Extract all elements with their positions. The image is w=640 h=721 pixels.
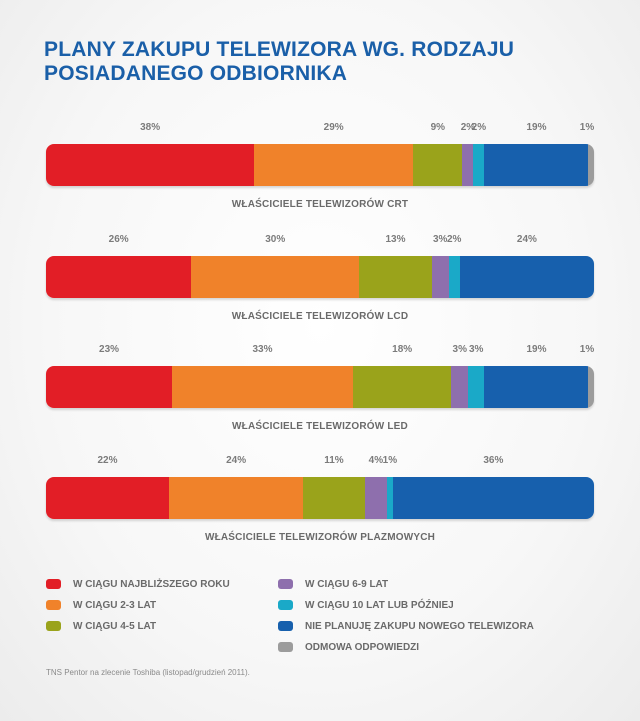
bar-segment: [588, 366, 594, 408]
bar-segment: [459, 256, 594, 298]
legend-label: ODMOWA ODPOWIEDZI: [305, 641, 420, 653]
data-labels: 23% 33% 18% 3% 3% 19% 1%: [46, 344, 594, 358]
legend-item: W CIĄGU 10 LAT LUB PÓŹNIEJ: [278, 598, 454, 612]
bar-segment: [46, 366, 173, 408]
bar-group: 22% 24% 11% 4% 1% 36% WŁAŚCICIELE TELEWIZORÓW …: [46, 455, 594, 559]
data-label: 4%: [368, 455, 384, 466]
stacked-bar: [46, 256, 594, 298]
data-label: 2%: [460, 122, 476, 133]
data-label: 19%: [526, 122, 547, 133]
data-label: 36%: [483, 455, 504, 466]
bar-category-label: WŁAŚCICIELE TELEWIZORÓW PLAZMOWYCH: [204, 532, 436, 543]
legend-item: W CIĄGU NAJBLIŻSZEGO ROKU: [46, 577, 230, 591]
data-label: 3%: [432, 234, 448, 245]
bar-segment: [588, 144, 594, 186]
bar-segment: [46, 477, 170, 519]
data-labels: 26% 30% 13% 3% 2% 24%: [46, 234, 594, 248]
bar-group: 23% 33% 18% 3% 3% 19% 1% WŁAŚCICIELE TELEWIZORÓ…: [46, 344, 594, 448]
legend-label: W CIĄGU 10 LAT LUB PÓŹNIEJ: [305, 599, 454, 611]
data-label: 26%: [108, 234, 129, 245]
bar-segment: [473, 144, 485, 186]
data-label: 23%: [99, 344, 120, 355]
legend-label: W CIĄGU NAJBLIŻSZEGO ROKU: [73, 578, 230, 590]
bar-segment: [46, 256, 192, 298]
legend-label: W CIĄGU 4-5 LAT: [73, 620, 157, 632]
data-label: 1%: [579, 344, 595, 355]
bar-segment: [392, 477, 594, 519]
legend-swatch: [278, 579, 293, 589]
legend-swatch: [278, 621, 293, 631]
legend-item: ODMOWA ODPOWIEDZI: [278, 640, 419, 654]
bar-group: 38% 29% 9% 2% 2% 19% 1% WŁAŚCICIELE TELEWIZORÓW…: [46, 122, 594, 226]
data-label: 3%: [468, 344, 484, 355]
stacked-bar: [46, 366, 594, 408]
data-label: 9%: [430, 122, 446, 133]
data-label: 24%: [226, 455, 247, 466]
data-label: 22%: [97, 455, 118, 466]
bar-category-label: WŁAŚCICIELE TELEWIZORÓW LED: [232, 421, 408, 432]
stacked-bar: [46, 144, 594, 186]
bar-group: 26% 30% 13% 3% 2% 24% WŁAŚCICIELE TELEWIZORÓW …: [46, 234, 594, 338]
legend-swatch: [46, 579, 61, 589]
bar-segment: [413, 144, 463, 186]
data-label: 2%: [446, 234, 462, 245]
bar-segment: [254, 144, 414, 186]
legend-swatch: [46, 621, 61, 631]
bar-segment: [191, 256, 360, 298]
source-note: TNS Pentor na zlecenie Toshiba (listopad…: [46, 668, 250, 677]
legend-item: W CIĄGU 6-9 LAT: [278, 577, 388, 591]
bar-segment: [352, 366, 452, 408]
bar-segment: [169, 477, 304, 519]
bar-segment: [462, 144, 474, 186]
bar-segment: [387, 477, 393, 519]
legend-label: W CIĄGU 6-9 LAT: [305, 578, 389, 590]
bar-segment: [303, 477, 365, 519]
bar-segment: [484, 366, 589, 408]
bar-segment: [46, 144, 255, 186]
legend-swatch: [46, 600, 61, 610]
data-label: 1%: [382, 455, 398, 466]
legend-label: W CIĄGU 2-3 LAT: [73, 599, 157, 611]
bar-segment: [484, 144, 589, 186]
legend-item: W CIĄGU 2-3 LAT: [46, 598, 156, 612]
data-label: 29%: [323, 122, 344, 133]
data-label: 18%: [392, 344, 413, 355]
bar-category-label: WŁAŚCICIELE TELEWIZORÓW CRT: [231, 199, 409, 210]
data-label: 2%: [471, 122, 487, 133]
legend-item: W CIĄGU 4-5 LAT: [46, 619, 156, 633]
data-label: 19%: [526, 344, 547, 355]
bar-segment: [172, 366, 353, 408]
data-label: 13%: [385, 234, 406, 245]
bar-segment: [448, 256, 460, 298]
data-labels: 38% 29% 9% 2% 2% 19% 1%: [46, 122, 594, 136]
bar-segment: [467, 366, 485, 408]
legend-swatch: [278, 600, 293, 610]
bar-segment: [451, 366, 468, 408]
legend-item: NIE PLANUJĘ ZAKUPU NOWEGO TELEWIZORA: [278, 619, 534, 633]
legend-label: NIE PLANUJĘ ZAKUPU NOWEGO TELEWIZORA: [305, 620, 534, 632]
bar-category-label: WŁAŚCICIELE TELEWIZORÓW LCD: [231, 311, 409, 322]
bar-segment: [364, 477, 388, 519]
data-label: 30%: [265, 234, 286, 245]
chart-title: PLANY ZAKUPU TELEWIZORA WG. RODZAJU POSI…: [44, 38, 515, 85]
bar-segment: [431, 256, 449, 298]
bar-segment: [359, 256, 432, 298]
data-label: 33%: [252, 344, 273, 355]
data-label: 38%: [140, 122, 161, 133]
data-label: 1%: [579, 122, 595, 133]
data-label: 24%: [516, 234, 537, 245]
data-label: 3%: [452, 344, 467, 355]
data-label: 11%: [324, 455, 344, 466]
legend-swatch: [278, 642, 293, 652]
data-labels: 22% 24% 11% 4% 1% 36%: [46, 455, 594, 469]
stacked-bar: [46, 477, 594, 519]
